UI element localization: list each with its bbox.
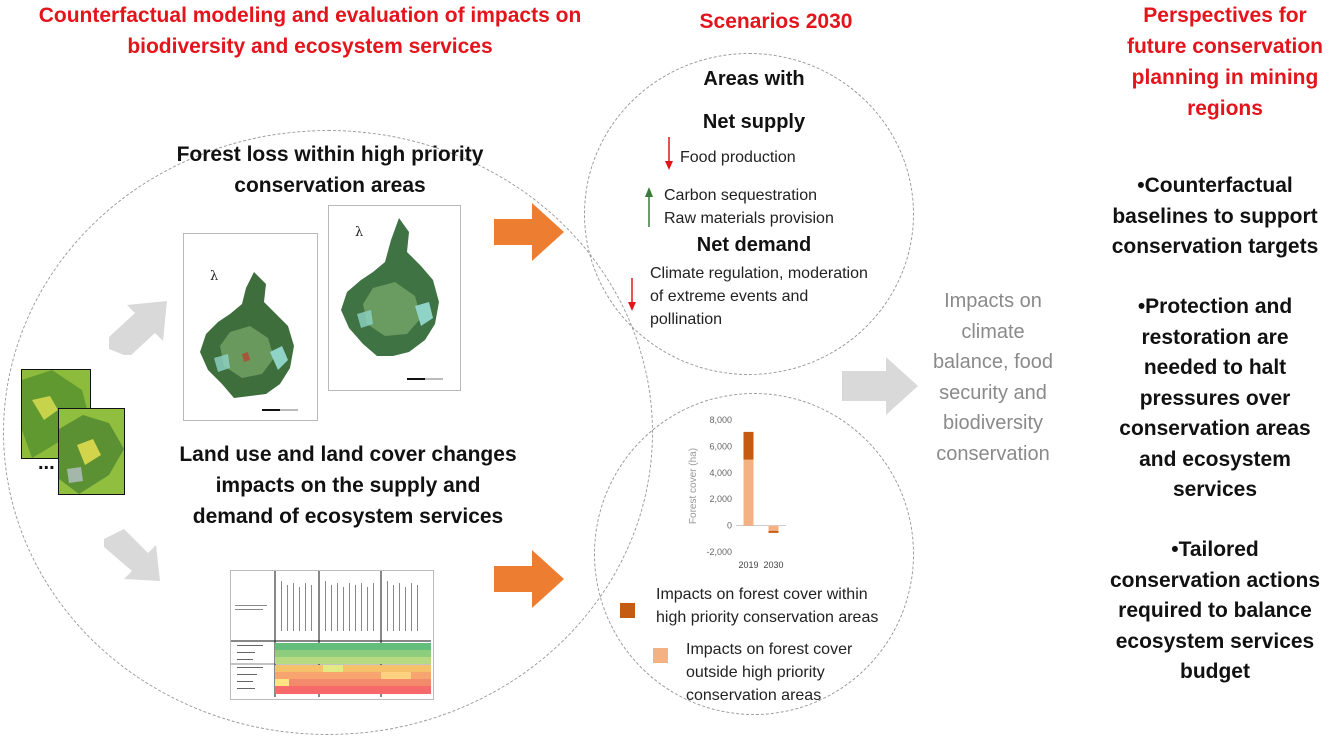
thumbnail-ellipsis: ... [38, 452, 55, 474]
bullet-protection: •Protection and restoration are needed t… [1100, 292, 1330, 506]
demand-line-3: pollination [650, 311, 723, 328]
demand-line-2: of extreme events and [650, 288, 809, 305]
forest-loss-title-line-1: Forest loss within high priority [176, 143, 484, 166]
right-heading: Perspectives for future conservation pla… [1110, 0, 1333, 124]
chart-bar-2019-series-0 [743, 459, 754, 526]
impacts-line-2: climate [961, 320, 1025, 343]
gray-arrow-right-icon [842, 357, 918, 415]
impacts-line-1: Impacts on [944, 290, 1042, 312]
gray-arrow-up-right-icon [109, 301, 167, 355]
chart-y-axis-label: Forest cover (ha) [688, 448, 699, 524]
right-heading-line-4: regions [1187, 97, 1263, 120]
forest-map-2030-image: λ [341, 218, 443, 380]
increase-services-list: Carbon sequestration Raw materials provi… [664, 184, 834, 230]
legend-within-swatch [620, 603, 635, 618]
lulc-title: Land use and land cover changes impacts … [168, 439, 528, 532]
forest-loss-title: Forest loss within high priority conserv… [150, 139, 510, 201]
up-arrow-supply-icon [645, 187, 653, 227]
bullet-3-line-4: ecosystem services [1115, 629, 1315, 653]
chart-x-tick-label: 2030 [763, 560, 783, 570]
orange-arrow-lower-icon [494, 550, 564, 608]
demand-services-list: Climate regulation, moderation of extrem… [650, 262, 868, 331]
bullet-3-line-5: budget [1180, 660, 1250, 683]
bullet-2-line-3: needed to halt [1143, 356, 1287, 379]
impacts-text: Impacts on climate balance, food securit… [918, 286, 1068, 469]
forest-chart-dashed-circle [594, 393, 914, 715]
legend-outside-swatch [653, 648, 668, 663]
chart-y-tick-label: 6,000 [709, 441, 732, 451]
bullet-tailored: •Tailored conservation actions required … [1100, 535, 1330, 688]
impacts-line-3: balance, food [932, 351, 1054, 373]
gray-arrow-down-right-icon [104, 529, 160, 581]
bullet-2-line-7: services [1172, 478, 1258, 501]
left-heading-line-2: biodiversity and ecosystem services [127, 35, 493, 58]
raw-materials-label: Raw materials provision [664, 210, 834, 227]
carbon-sequestration-label: Carbon sequestration [664, 187, 817, 204]
impacts-line-5: biodiversity [942, 412, 1044, 434]
impacts-line-4: security and [939, 381, 1047, 404]
forest-map-2019-image: λ [200, 269, 298, 411]
down-arrow-demand-icon [628, 278, 636, 311]
forest-map-2030: λ [328, 205, 461, 391]
bullet-3-line-3: required to balance [1118, 599, 1312, 622]
bullet-2-line-6: and ecosystem [1139, 447, 1291, 471]
bullet-2-line-1: •Protection and [1137, 295, 1293, 318]
legend-within-label: Impacts on forest cover within high prio… [656, 583, 878, 629]
chart-y-tick-label: 2,000 [709, 494, 732, 504]
supply-demand-dashed-circle [584, 53, 914, 375]
chart-y-tick-label: -2,000 [706, 547, 732, 557]
forest-loss-title-line-2: conservation areas [234, 174, 426, 197]
north-arrow-icon: λ [355, 225, 363, 240]
ecosystem-services-matrix-image [231, 571, 431, 697]
chart-x-tick-label: 2019 [738, 560, 758, 570]
chart-y-tick-label: 4,000 [709, 468, 732, 478]
orange-arrow-upper-icon [494, 203, 564, 261]
ecosystem-services-matrix [230, 570, 434, 700]
right-heading-line-3: planning in mining [1131, 66, 1319, 89]
right-heading-line-2: future conservation [1126, 35, 1324, 58]
bullet-3-line-1: •Tailored [1171, 538, 1259, 561]
legend-outside-label: Impacts on forest cover outside high pri… [686, 638, 852, 707]
left-heading: Counterfactual modeling and evaluation o… [0, 0, 620, 62]
chart-bar-2030-series-1 [768, 530, 779, 533]
bullet-2-line-2: restoration are [1141, 325, 1289, 349]
impacts-line-6: conservation [936, 442, 1050, 465]
net-supply-title-line-1: Areas with [703, 68, 805, 90]
lulc-title-line-3: demand of ecosystem services [192, 505, 504, 528]
bullet-2-line-5: conservation areas [1119, 417, 1311, 440]
net-demand-title: Net demand [696, 234, 812, 256]
land-cover-thumbnail-2-image [59, 409, 124, 494]
chart-y-tick-label: 0 [727, 521, 732, 531]
bullet-1-line-1: •Counterfactual [1137, 174, 1293, 197]
forest-map-2019: λ [183, 233, 318, 421]
chart-y-tick-label: 8,000 [709, 415, 732, 425]
legend-within-line-2: high priority conservation areas [656, 609, 879, 626]
forest-cover-chart: Forest cover (ha) 8,000 6,000 4,000 2,000 0 -2… [684, 408, 794, 578]
bullet-2-line-4: pressures over [1139, 386, 1291, 410]
forest-cover-chart-svg: Forest cover (ha) 8,000 6,000 4,000 2,000 0 -2… [688, 415, 786, 570]
lulc-title-line-2: impacts on the supply and [215, 474, 481, 497]
legend-outside-line-1: Impacts on forest cover [686, 641, 853, 658]
legend-outside-line-3: conservation areas [686, 687, 822, 704]
middle-heading: Scenarios 2030 [699, 10, 853, 33]
legend-within-line-1: Impacts on forest cover within [656, 586, 868, 603]
legend-outside-line-2: outside high priority [686, 664, 825, 681]
demand-line-1: Climate regulation, moderation [650, 265, 868, 282]
net-supply-title-line-2: Net supply [702, 111, 806, 133]
chart-bar-2030-series-0 [768, 525, 779, 531]
chart-bar-2019-series-1 [743, 431, 754, 460]
bullet-counterfactual: •Counterfactual baselines to support con… [1100, 171, 1330, 263]
bullet-1-line-3: conservation targets [1111, 235, 1319, 258]
bullet-3-line-2: conservation actions [1109, 568, 1321, 592]
north-arrow-icon: λ [210, 269, 218, 284]
bullet-1-line-2: baselines to support [1112, 204, 1318, 228]
net-supply-title: Areas with Net supply [654, 58, 854, 144]
food-production-label: Food production [680, 149, 796, 166]
land-cover-thumbnail-2 [58, 408, 125, 495]
lulc-title-line-1: Land use and land cover changes [179, 443, 517, 466]
down-arrow-food-icon [665, 137, 673, 170]
left-heading-line-1: Counterfactual modeling and evaluation o… [38, 4, 582, 27]
right-heading-line-1: Perspectives for [1143, 4, 1307, 27]
